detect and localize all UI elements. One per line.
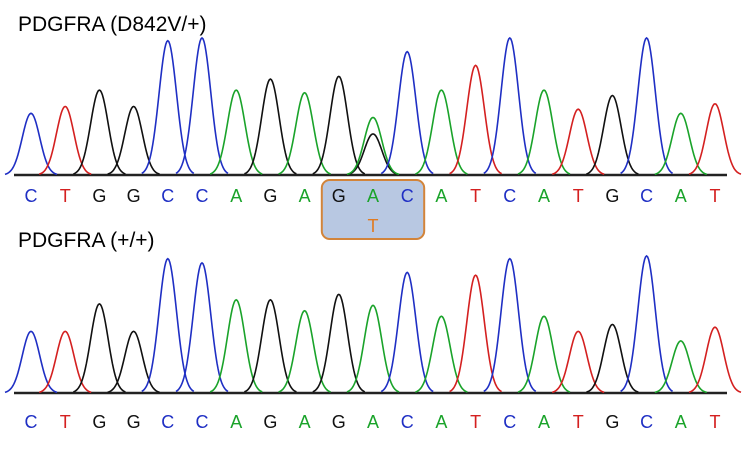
peak-C xyxy=(483,36,537,174)
base-call-A: A xyxy=(299,186,311,206)
base-call-C: C xyxy=(401,186,414,206)
peak-G xyxy=(107,330,160,394)
peak-C xyxy=(175,36,229,174)
peak-A xyxy=(346,116,400,176)
peak-A xyxy=(346,304,400,393)
peak-T xyxy=(551,330,605,394)
base-call-A: A xyxy=(435,186,447,206)
base-call-C: C xyxy=(161,412,174,432)
base-call-A: A xyxy=(538,186,550,206)
base-call-G: G xyxy=(127,412,141,432)
alt-base-call: T xyxy=(368,216,379,236)
peak-A xyxy=(415,89,468,175)
peak-T xyxy=(38,330,92,394)
base-call-T: T xyxy=(60,186,71,206)
base-call-C: C xyxy=(25,186,38,206)
base-call-T: T xyxy=(470,412,481,432)
peak-C xyxy=(141,39,195,175)
base-call-G: G xyxy=(332,186,346,206)
base-call-A: A xyxy=(538,412,550,432)
peak-T xyxy=(449,274,503,393)
peak-C xyxy=(4,112,58,176)
peak-C xyxy=(175,261,229,393)
peak-A xyxy=(209,89,263,175)
base-call-C: C xyxy=(161,186,174,206)
peak-A xyxy=(415,315,468,393)
base-call-C: C xyxy=(503,412,516,432)
base-call-A: A xyxy=(230,186,242,206)
peak-A xyxy=(278,309,331,393)
base-call-C: C xyxy=(640,412,653,432)
base-call-G: G xyxy=(263,186,277,206)
peak-G xyxy=(107,105,160,175)
base-call-T: T xyxy=(710,186,721,206)
base-call-G: G xyxy=(332,412,346,432)
peak-T xyxy=(688,326,742,393)
base-call-G: G xyxy=(92,186,106,206)
base-call-C: C xyxy=(196,412,209,432)
panel-title-mutant: PDGFRA (D842V/+) xyxy=(18,13,207,36)
mutation-highlight-box xyxy=(320,179,426,240)
peak-A xyxy=(654,112,708,176)
base-call-T: T xyxy=(60,412,71,432)
base-call-C: C xyxy=(503,186,516,206)
base-call-T: T xyxy=(470,186,481,206)
base-call-T: T xyxy=(573,412,584,432)
peak-T xyxy=(688,102,742,175)
chromatogram-panel-mutant: C T G G C C A G A G A C A T C A T G C A TT xyxy=(4,36,742,236)
peak-C xyxy=(483,257,537,393)
panel-title-wildtype: PDGFRA (+/+) xyxy=(18,229,155,252)
base-call-T: T xyxy=(710,412,721,432)
peak-T xyxy=(38,105,92,175)
peak-A xyxy=(654,340,708,394)
peak-T xyxy=(551,108,605,175)
peak-G xyxy=(312,75,366,175)
peak-C xyxy=(620,254,674,392)
peak-A xyxy=(278,91,331,175)
peak-G xyxy=(586,323,639,393)
peak-G xyxy=(586,94,639,175)
base-call-G: G xyxy=(127,186,141,206)
base-call-G: G xyxy=(605,186,619,206)
base-call-C: C xyxy=(196,186,209,206)
peak-C xyxy=(380,271,434,393)
base-call-A: A xyxy=(675,412,687,432)
base-call-A: A xyxy=(367,186,379,206)
base-call-T: T xyxy=(573,186,584,206)
base-call-A: A xyxy=(435,412,447,432)
base-call-G: G xyxy=(605,412,619,432)
base-call-A: A xyxy=(367,412,379,432)
base-call-A: A xyxy=(230,412,242,432)
base-call-C: C xyxy=(640,186,653,206)
peak-G xyxy=(73,302,126,393)
base-call-A: A xyxy=(675,186,687,206)
base-call-A: A xyxy=(299,412,311,432)
base-call-C: C xyxy=(25,412,38,432)
peak-T xyxy=(449,64,503,175)
secondary-peak-G xyxy=(346,133,400,176)
base-call-C: C xyxy=(401,412,414,432)
base-call-G: G xyxy=(92,412,106,432)
base-call-G: G xyxy=(263,412,277,432)
peak-C xyxy=(620,36,674,174)
peak-C xyxy=(380,50,434,175)
